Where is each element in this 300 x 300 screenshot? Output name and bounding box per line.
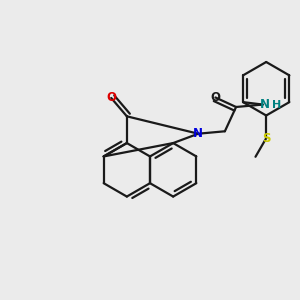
Text: S: S [262,132,270,145]
Text: O: O [210,91,220,104]
Text: H: H [272,100,281,110]
Text: N: N [260,98,270,111]
Text: N: N [193,127,203,140]
Text: O: O [106,92,116,104]
